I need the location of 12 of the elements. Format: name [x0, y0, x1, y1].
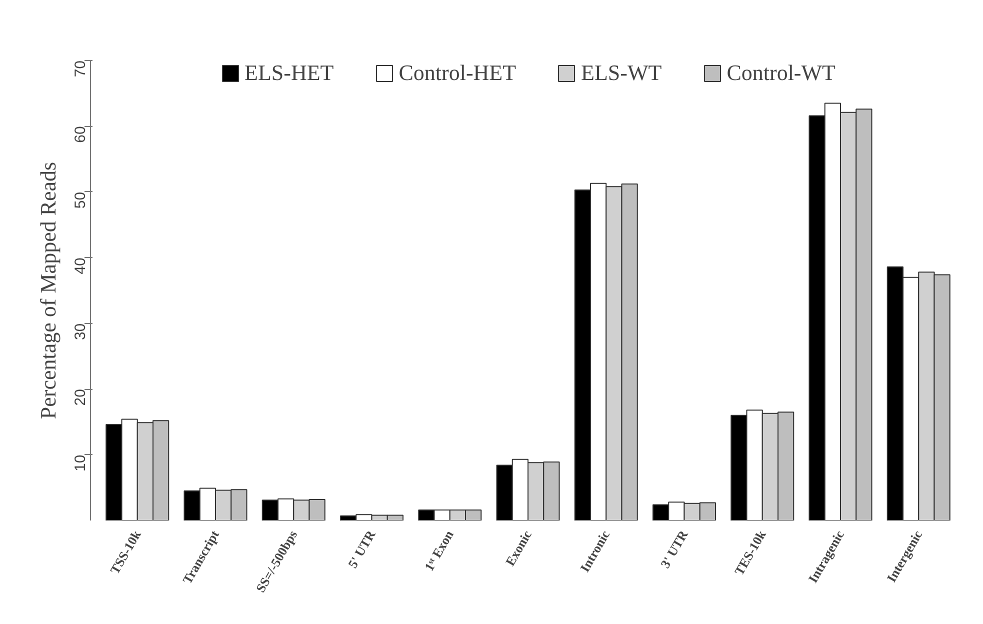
legend-label: ELS-WT	[581, 60, 662, 86]
y-tick-label: 50	[72, 192, 89, 209]
y-tick-label: 70	[72, 60, 89, 78]
legend-label: Control-HET	[398, 60, 516, 86]
y-tick-label: 20	[72, 389, 89, 406]
y-tick-label: 30	[72, 323, 89, 340]
y-tick-label: 60	[72, 126, 89, 143]
y-axis-title: Percentage of Mapped Reads	[36, 162, 60, 420]
legend-label: Control-WT	[726, 60, 836, 86]
y-tick-label: 40	[72, 258, 89, 274]
legend-label: ELS-HET	[244, 60, 334, 86]
y-tick-label: 10	[72, 454, 89, 472]
